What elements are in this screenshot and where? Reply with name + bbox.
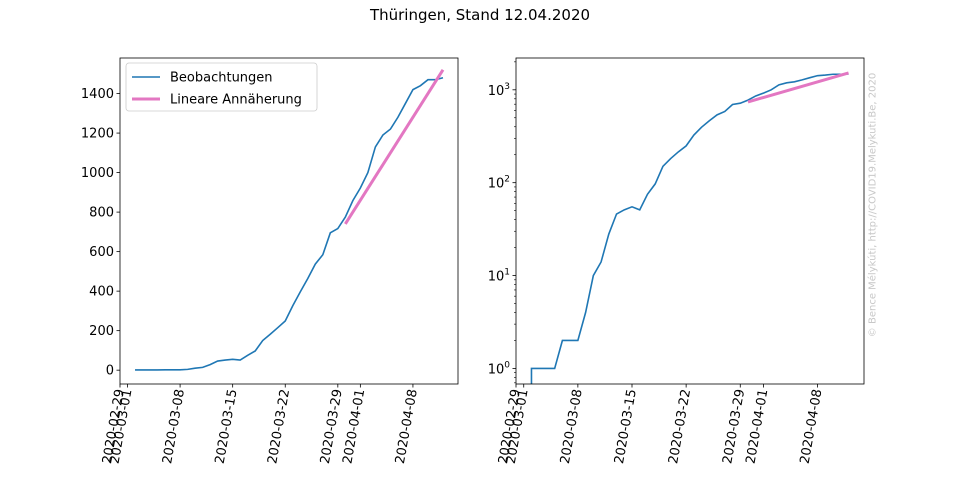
left-axis-y-tick-label: 0	[106, 364, 114, 379]
left-axis-legend: Beobachtungen Lineare Annäherung	[125, 62, 318, 112]
left-axis-axes-frame	[119, 57, 459, 385]
right-axis-y-tick-label: 100	[488, 360, 511, 377]
left-axis-x-tick-label: 2020-03-15	[213, 388, 241, 465]
right-axis-x-tick-label: 2020-04-01	[744, 388, 772, 465]
left-axis-y-tick-label: 800	[89, 206, 114, 221]
left-axis-series-fit	[344, 69, 445, 225]
left-axis-y-tick-label: 200	[89, 324, 114, 339]
left-axis-y-tick-label: 600	[89, 245, 114, 260]
left-axis-x-tick-label: 2020-03-08	[160, 388, 188, 465]
right-axis-y-tick-label: 102	[488, 175, 510, 192]
left-axis-x-tick-label: 2020-04-01	[340, 388, 368, 465]
right-axis-series-observations	[530, 73, 849, 384]
left-axis-y-tick-label: 1000	[81, 166, 114, 181]
legend-label: Lineare Annäherung	[170, 93, 302, 108]
right-axis-x-tick-label: 2020-03-22	[666, 388, 694, 465]
right-axis-series-fit	[747, 71, 849, 104]
left-axis-y-tick-label: 1400	[81, 87, 114, 102]
right-axis-y-tick-label: 101	[488, 268, 510, 285]
left-axis-x-tick-label: 2020-04-08	[393, 388, 421, 465]
figure-title: Thüringen, Stand 12.04.2020	[369, 6, 591, 24]
left-axis-y-tick-label: 1200	[81, 127, 114, 142]
right-axis-x-tick-label: 2020-03-29	[720, 388, 748, 465]
copyright-watermark: © Bence Mélykúti, http://COVID19.Melykut…	[867, 72, 879, 338]
right-axis-x-tick-label: 2020-04-08	[798, 388, 826, 465]
left-axis-y-tick-label: 400	[89, 285, 114, 300]
right-axis-x-tick-label: 2020-03-08	[558, 388, 586, 465]
legend-box	[125, 62, 318, 112]
legend-label: Beobachtungen	[170, 71, 273, 86]
right-axis-x-tick-label: 2020-03-15	[612, 388, 640, 465]
left-axis-x-tick-label: 2020-03-22	[265, 388, 293, 465]
left-axis-series-observations	[135, 76, 444, 371]
right-axis-y-tick-label: 103	[488, 82, 510, 99]
right-axis-axes-frame	[515, 57, 865, 385]
